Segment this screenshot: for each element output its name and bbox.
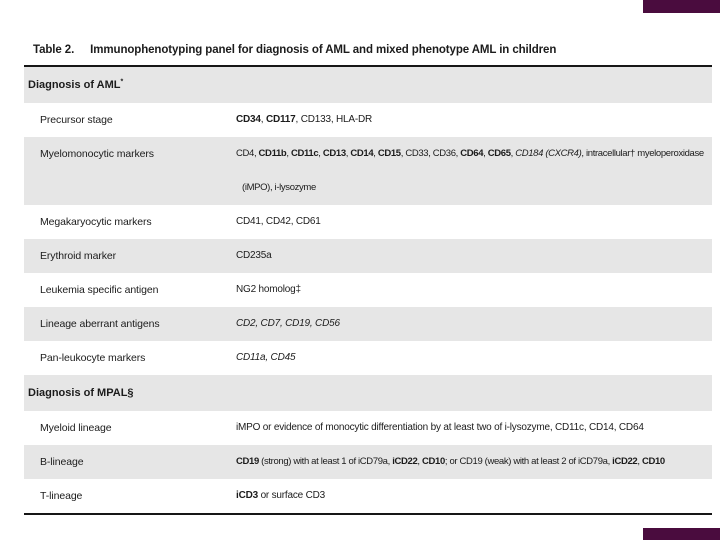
text-segment: , intracellular† myeloperoxidase [581,148,704,159]
row-value: NG2 homolog‡ [236,273,712,307]
row-value: CD34, CD117, CD133, HLA-DR [236,103,712,137]
row-label: Pan-leukocyte markers [40,352,146,364]
text-segment: CD41, CD42, CD61 [236,216,321,227]
table-row: Megakaryocytic markers CD41, CD42, CD61 [24,205,712,239]
row-value: CD2, CD7, CD19, CD56 [236,307,712,341]
text-segment: CD65 [487,148,511,159]
text-segment: CD15 [377,148,401,159]
text-segment: ; or CD19 (weak) with at least 2 of iCD7… [444,456,613,467]
text-segment: CD64 [460,148,484,159]
text-segment: , [373,148,378,159]
table-top-rule [24,65,712,67]
table-bottom-rule [24,513,712,515]
table-row: Precursor stage CD34, CD117, CD133, HLA-… [24,103,712,137]
text-segment: , [345,148,351,159]
text-segment: (iMPO), i-lysozyme [242,182,316,193]
text-segment: Diagnosis of AML [28,79,121,91]
text-segment: CD11b [258,148,287,159]
text-segment: CD184 (CXCR4) [515,148,582,159]
table-row: Myelomonocytic markers CD4, CD11b, CD11c… [24,137,712,205]
text-segment: CD19 [236,456,259,467]
text-segment: CD11c [290,148,319,159]
table-row: T-lineage iCD3 or surface CD3 [24,479,712,513]
caption-title: Immunophenotyping panel for diagnosis of… [90,44,557,56]
text-segment: , [483,148,488,159]
top-right-accent-bar [643,0,720,13]
row-label: T-lineage [40,490,83,502]
table-row: Pan-leukocyte markers CD11a, CD45 [24,341,712,375]
table-row: Leukemia specific antigen NG2 homolog‡ [24,273,712,307]
text-segment: Diagnosis of MPAL§ [28,387,134,399]
table-row: Lineage aberrant antigens CD2, CD7, CD19… [24,307,712,341]
text-segment: iMPO or evidence of monocytic differenti… [236,422,644,433]
table-figure: Table 2. Immunophenotyping panel for diag… [24,44,712,515]
text-segment: iCD22 [392,456,418,467]
text-segment: CD10 [641,456,665,467]
row-value: CD235a [236,239,712,273]
table-row: B-lineage CD19 (strong) with at least 1 … [24,445,712,479]
row-value: iMPO or evidence of monocytic differenti… [236,411,712,445]
row-label: B-lineage [40,456,84,468]
row-label: Erythroid marker [40,250,117,262]
row-value: CD11a, CD45 [236,341,712,375]
table-row: Erythroid marker CD235a [24,239,712,273]
caption-label: Table 2. [33,44,75,56]
bottom-right-accent-bar [643,528,720,540]
text-segment: CD11a, CD45 [236,352,296,363]
section-header: Diagnosis of MPAL§ [24,375,712,411]
text-segment: , [510,148,516,159]
row-label: Lineage aberrant antigens [40,318,160,330]
row-label: Myelomonocytic markers [40,148,154,160]
row-value: iCD3 or surface CD3 [236,479,712,513]
row-value: CD41, CD42, CD61 [236,205,712,239]
row-label: Precursor stage [40,114,113,126]
text-segment: CD14 [350,148,374,159]
text-segment: CD2, CD7, CD19, CD56 [236,318,340,329]
text-segment: , [260,114,266,125]
section-header: Diagnosis of AML* [24,67,712,103]
text-segment: , [286,148,291,159]
row-value: CD4, CD11b, CD11c, CD13, CD14, CD15, CD3… [236,137,712,205]
text-segment: , CD33, CD36, [400,148,461,159]
text-segment: , [417,456,422,467]
text-segment: , CD133, HLA-DR [295,114,373,125]
text-segment: CD4, [236,148,259,159]
text-segment: , [637,456,642,467]
text-segment: CD235a [236,250,272,261]
text-segment: CD10 [421,456,445,467]
text-segment: iCD22 [612,456,638,467]
text-segment: , [318,148,323,159]
row-label: Myeloid lineage [40,422,112,434]
text-segment: CD34 [236,114,261,125]
text-segment: (strong) with at least 1 of iCD79a, [258,456,393,467]
row-value: CD19 (strong) with at least 1 of iCD79a,… [236,445,712,479]
text-segment: CD117 [265,114,296,125]
table-caption: Table 2. Immunophenotyping panel for diag… [33,44,712,56]
row-label: Megakaryocytic markers [40,216,152,228]
text-segment: iCD3 [236,490,258,501]
table-row: Myeloid lineage iMPO or evidence of mono… [24,411,712,445]
table-body: Diagnosis of AML* Precursor stage CD34, … [24,67,712,513]
text-segment: CD13 [322,148,346,159]
text-segment: or surface CD3 [257,490,326,501]
text-segment: * [120,78,124,86]
row-label: Leukemia specific antigen [40,284,159,296]
text-segment: NG2 homolog‡ [236,284,301,295]
